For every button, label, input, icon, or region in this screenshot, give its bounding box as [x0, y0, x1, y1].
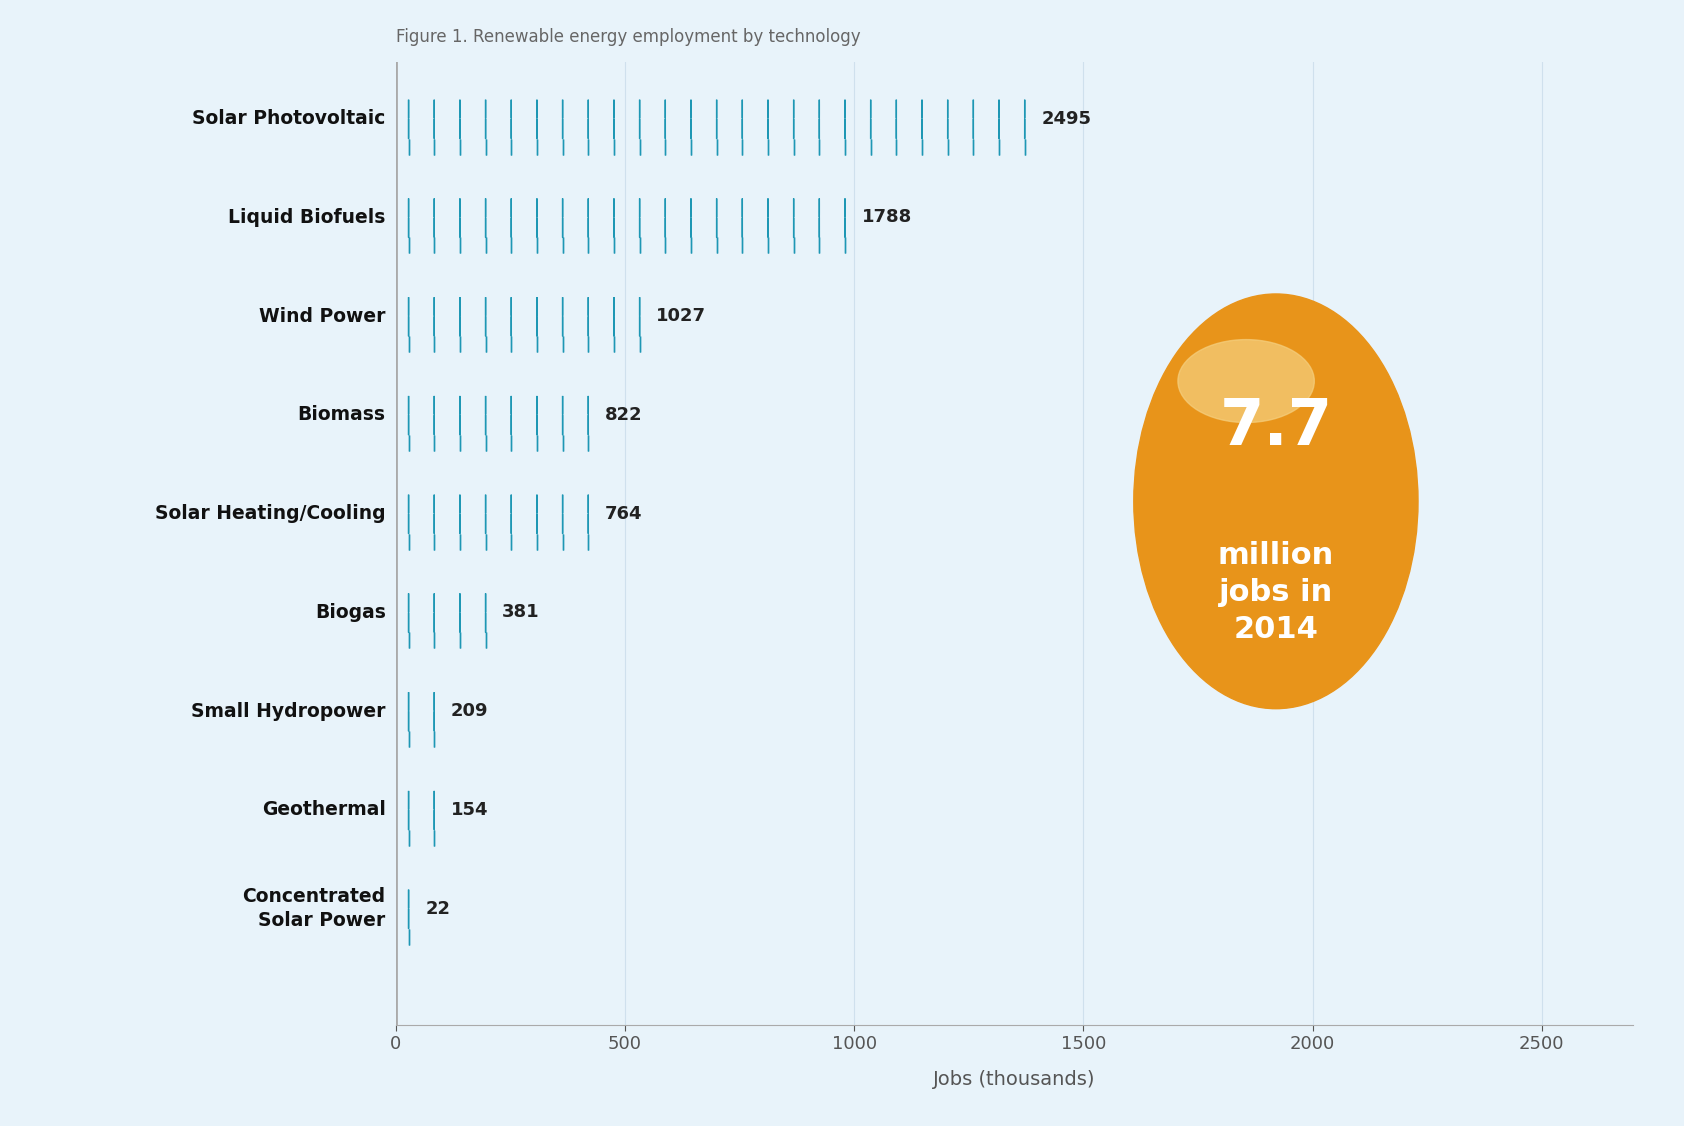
Ellipse shape	[1133, 294, 1418, 708]
Text: 209: 209	[451, 703, 488, 721]
Text: Solar Heating/Cooling: Solar Heating/Cooling	[155, 504, 386, 524]
Text: Wind Power: Wind Power	[259, 306, 386, 325]
Text: 1027: 1027	[657, 307, 706, 325]
Text: Biogas: Biogas	[315, 602, 386, 622]
Text: Small Hydropower: Small Hydropower	[192, 701, 386, 721]
Text: Geothermal: Geothermal	[261, 801, 386, 820]
Ellipse shape	[1174, 352, 1351, 468]
Text: 1788: 1788	[862, 208, 913, 226]
Text: 154: 154	[451, 801, 488, 819]
X-axis label: Jobs (thousands): Jobs (thousands)	[933, 1070, 1096, 1089]
Text: 764: 764	[605, 504, 643, 522]
Text: 22: 22	[426, 900, 450, 918]
Text: Solar Photovoltaic: Solar Photovoltaic	[192, 109, 386, 128]
Text: Liquid Biofuels: Liquid Biofuels	[229, 208, 386, 227]
Text: 7.7: 7.7	[1219, 395, 1332, 457]
Text: 822: 822	[605, 406, 643, 423]
Text: million
jobs in
2014: million jobs in 2014	[1218, 540, 1334, 644]
Text: Concentrated
Solar Power: Concentrated Solar Power	[242, 887, 386, 930]
Text: 2495: 2495	[1041, 109, 1091, 127]
Text: Biomass: Biomass	[298, 405, 386, 425]
Ellipse shape	[1177, 340, 1314, 422]
Text: Figure 1. Renewable energy employment by technology: Figure 1. Renewable energy employment by…	[396, 28, 861, 46]
Text: 381: 381	[502, 604, 541, 622]
